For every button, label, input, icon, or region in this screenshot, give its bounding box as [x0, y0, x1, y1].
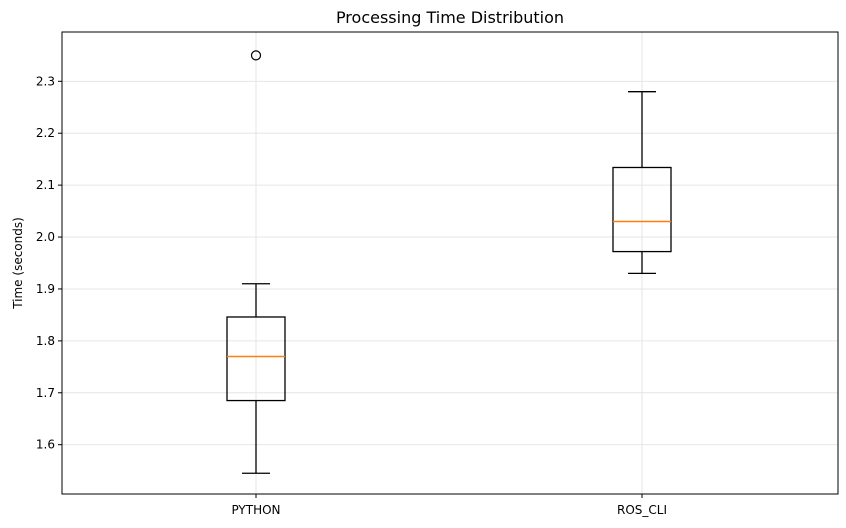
- box-group-ros-cli: [612, 91, 672, 275]
- axes-frame: [61, 31, 839, 495]
- x-tick-label: PYTHON: [231, 503, 280, 517]
- y-tick-label: 2.3: [36, 74, 55, 88]
- boxes-layer: [226, 50, 672, 474]
- box-iqr: [226, 316, 286, 402]
- x-tick-label: ROS_CLI: [617, 503, 667, 517]
- y-tick-label: 2.0: [36, 230, 55, 244]
- y-tick-label: 1.6: [36, 438, 55, 452]
- y-tick-label: 2.2: [36, 126, 55, 140]
- grid-layer: [62, 32, 838, 494]
- y-tick-label: 1.9: [36, 282, 55, 296]
- box-iqr: [612, 166, 672, 253]
- y-axis-label: Time (seconds): [11, 217, 25, 310]
- y-tick-label: 1.8: [36, 334, 55, 348]
- box-group-python: [226, 50, 286, 474]
- chart-title: Processing Time Distribution: [336, 8, 564, 27]
- y-tick-label: 2.1: [36, 178, 55, 192]
- ticks-layer: 1.6 1.7 1.8 1.9 2.0 2.1 2.2 2.3 PYTHON ROS_CLI: [36, 74, 667, 517]
- y-tick-label: 1.7: [36, 386, 55, 400]
- outlier-point: [250, 50, 262, 61]
